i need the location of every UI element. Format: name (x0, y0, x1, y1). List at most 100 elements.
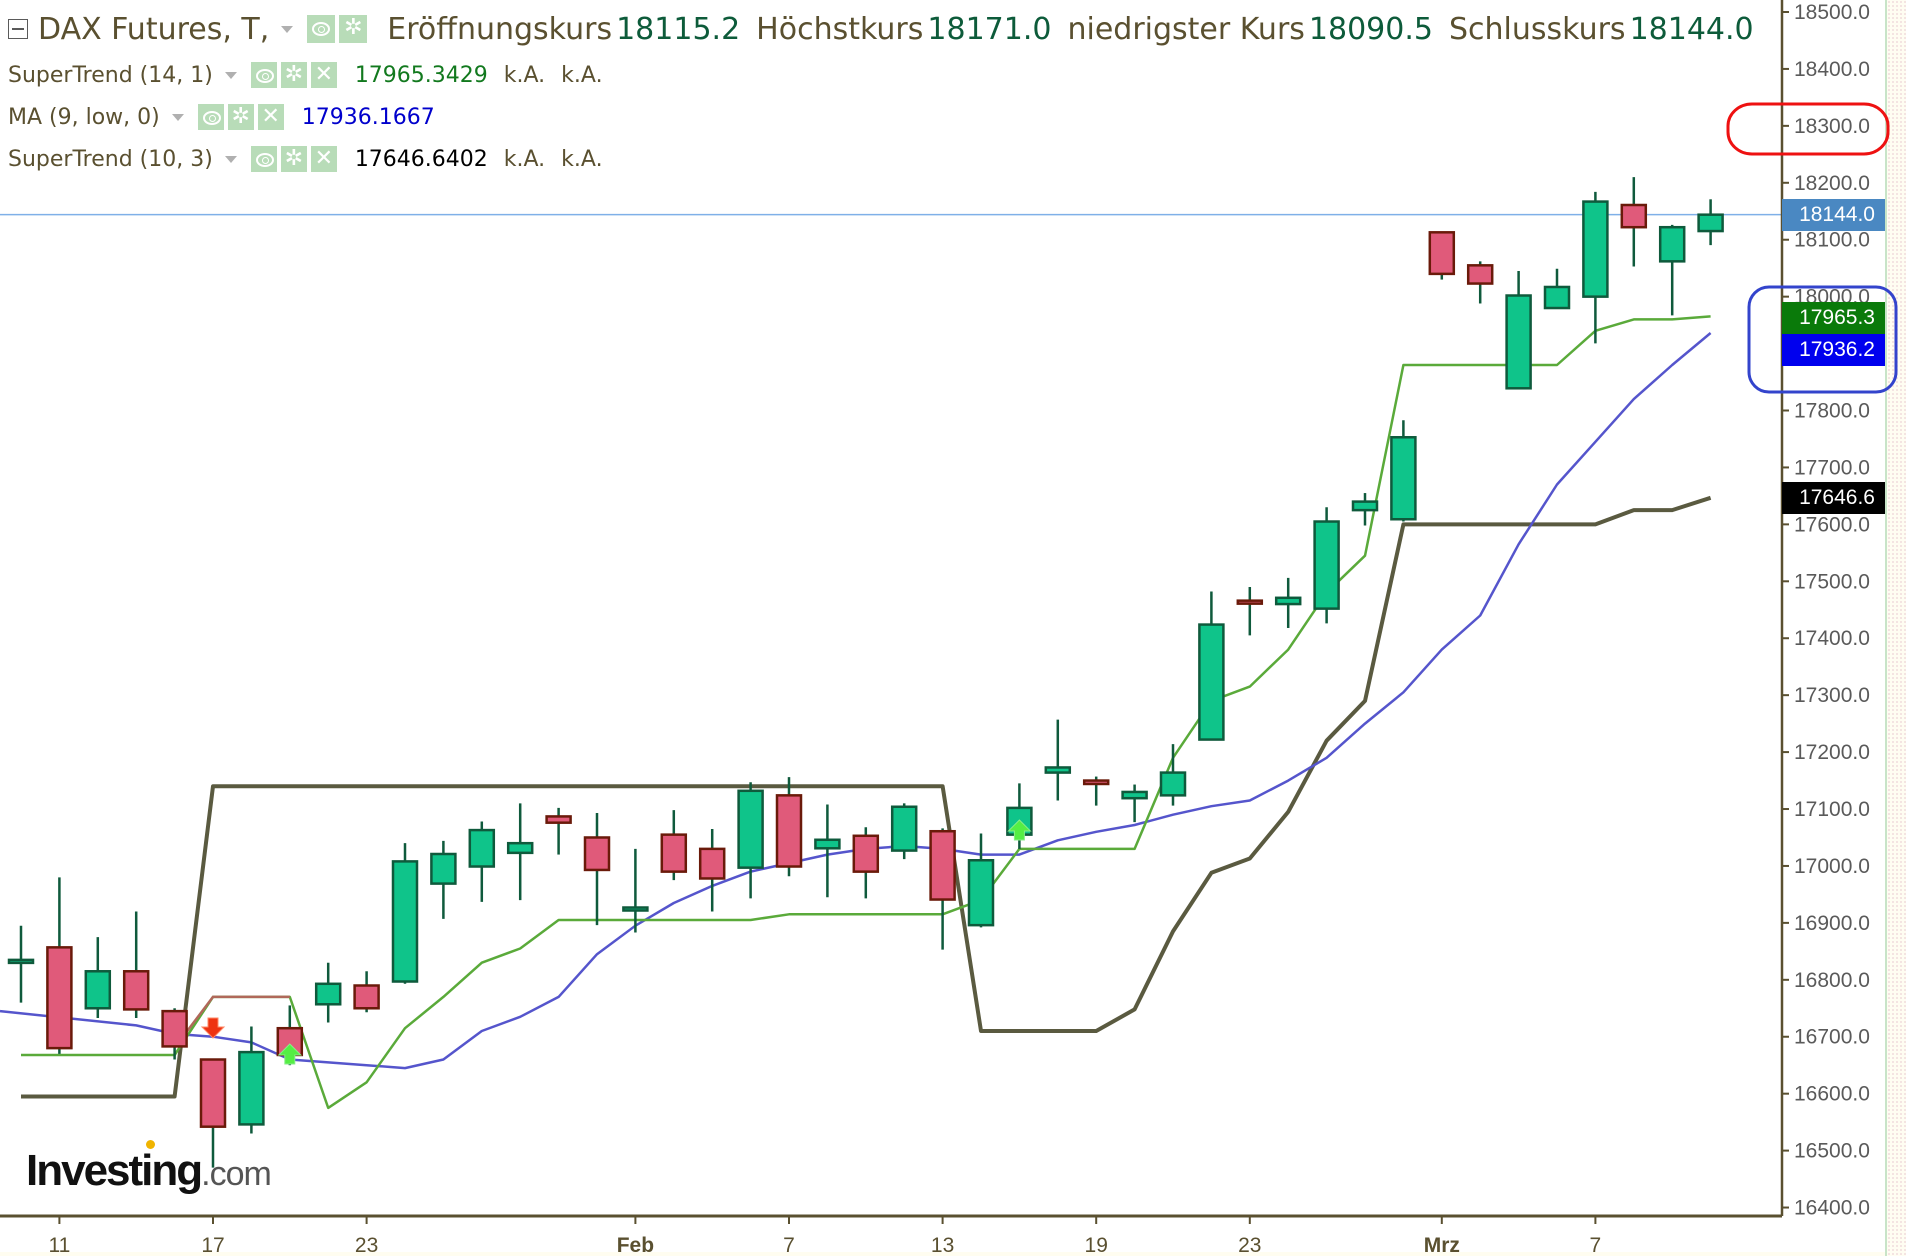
chevron-down-icon[interactable] (224, 71, 237, 79)
candle[interactable] (430, 840, 457, 919)
gear-icon[interactable] (280, 62, 307, 88)
chevron-down-icon[interactable] (281, 25, 294, 33)
y-tick-label: 18100.0 (1794, 229, 1870, 252)
right-scrollbar-strip[interactable] (1885, 0, 1906, 1256)
candle[interactable] (1543, 268, 1571, 310)
candle[interactable] (890, 803, 918, 860)
close-label: Schlusskurs (1448, 11, 1626, 47)
close-icon[interactable] (310, 62, 337, 88)
candle[interactable] (1620, 177, 1648, 267)
candle[interactable] (929, 828, 956, 950)
y-tick-label: 16700.0 (1794, 1026, 1870, 1049)
chevron-down-icon[interactable] (224, 155, 237, 163)
candle[interactable] (737, 782, 764, 899)
legend-supertrend-10-3: SuperTrend (10, 3) 17646.6402 k.A. k.A. (8, 138, 1754, 180)
candle[interactable] (1313, 507, 1340, 624)
x-tick-label: 11 (48, 1234, 70, 1256)
y-tick-label: 16500.0 (1794, 1140, 1870, 1163)
y-tick-label: 18500.0 (1794, 1, 1870, 24)
y-tick-label: 17700.0 (1794, 456, 1870, 479)
candle[interactable] (583, 813, 611, 926)
indicator-name: SuperTrend (14, 1) (8, 62, 213, 88)
symbol-title: DAX Futures, T, (38, 11, 270, 47)
candle[interactable] (852, 827, 880, 899)
logo-spark-icon (146, 1140, 155, 1149)
y-tick-label: 16900.0 (1794, 912, 1870, 935)
candle[interactable] (967, 833, 995, 928)
x-tick-label: 19 (1085, 1234, 1108, 1256)
indicator-name: SuperTrend (10, 3) (8, 146, 213, 172)
candle[interactable] (238, 1026, 265, 1134)
candle[interactable] (1697, 199, 1724, 246)
candle[interactable] (1390, 420, 1417, 522)
y-tick-label: 17800.0 (1794, 400, 1870, 423)
close-icon[interactable] (257, 104, 284, 130)
price-tag: 17965.3 (1782, 302, 1885, 334)
candle[interactable] (468, 821, 496, 902)
x-tick-label: 7 (1590, 1234, 1602, 1256)
candle[interactable] (1198, 591, 1225, 741)
indicator-extra: k.A. (561, 146, 603, 172)
candle[interactable] (1582, 191, 1609, 344)
candle[interactable] (314, 962, 342, 1023)
collapse-icon[interactable] (8, 19, 28, 39)
candle[interactable] (353, 971, 380, 1013)
supertrend-14-1-line (21, 315, 1711, 1110)
y-tick-label: 17100.0 (1794, 798, 1870, 821)
candle[interactable] (1466, 261, 1494, 304)
indicator-extra: k.A. (561, 62, 603, 88)
candle[interactable] (814, 804, 841, 898)
candle[interactable] (698, 828, 726, 912)
candle[interactable] (1121, 784, 1148, 823)
legend-supertrend-14-1: SuperTrend (14, 1) 17965.3429 k.A. k.A. (8, 54, 1754, 96)
low-value: 18090.5 (1308, 11, 1433, 47)
high-value: 18171.0 (927, 11, 1052, 47)
y-tick-label: 18200.0 (1794, 172, 1870, 195)
candle[interactable] (1274, 577, 1302, 628)
candle[interactable] (545, 807, 572, 855)
x-tick-label: 13 (931, 1234, 954, 1256)
eye-icon[interactable] (197, 104, 224, 130)
y-tick-label: 16600.0 (1794, 1083, 1870, 1106)
candle[interactable] (391, 843, 419, 984)
candle[interactable] (1044, 719, 1072, 801)
candle[interactable] (46, 877, 73, 1054)
chevron-down-icon[interactable] (171, 113, 184, 121)
candle[interactable] (161, 1008, 188, 1060)
low-label: niedrigster Kurs (1067, 11, 1305, 47)
candle[interactable] (1351, 493, 1379, 526)
candle[interactable] (775, 777, 803, 877)
eye-icon[interactable] (250, 62, 277, 88)
candle[interactable] (1082, 776, 1110, 806)
price-tag: 18144.0 (1782, 198, 1885, 231)
indicator-value: 17936.1667 (301, 104, 435, 130)
eye-icon[interactable] (307, 15, 336, 43)
eye-icon[interactable] (250, 146, 277, 172)
candle[interactable] (1159, 744, 1187, 806)
gear-icon[interactable] (227, 104, 254, 130)
gear-icon[interactable] (280, 146, 307, 172)
y-tick-label: 17200.0 (1794, 741, 1870, 764)
candle[interactable] (7, 925, 35, 1003)
candle[interactable] (1236, 586, 1264, 636)
y-tick-label: 18400.0 (1794, 58, 1870, 81)
buy-arrow-icon (1007, 819, 1032, 841)
supertrend-down-segment (177, 995, 290, 1044)
candle[interactable] (1428, 231, 1456, 280)
candle[interactable] (506, 803, 534, 901)
candle[interactable] (660, 810, 688, 881)
candle[interactable] (122, 911, 150, 1018)
candle[interactable] (1505, 271, 1532, 390)
candle[interactable] (84, 937, 112, 1018)
y-tick-label: 17600.0 (1794, 513, 1870, 536)
candle[interactable] (199, 1058, 227, 1168)
candle[interactable] (1658, 224, 1686, 316)
price-tag: 17646.6 (1782, 481, 1885, 514)
indicator-name: MA (9, low, 0) (8, 104, 160, 130)
close-icon[interactable] (310, 146, 337, 172)
y-tick-label: 17000.0 (1794, 855, 1870, 878)
gear-icon[interactable] (339, 15, 368, 43)
x-tick-label: 23 (355, 1234, 378, 1256)
candle[interactable] (622, 848, 649, 933)
